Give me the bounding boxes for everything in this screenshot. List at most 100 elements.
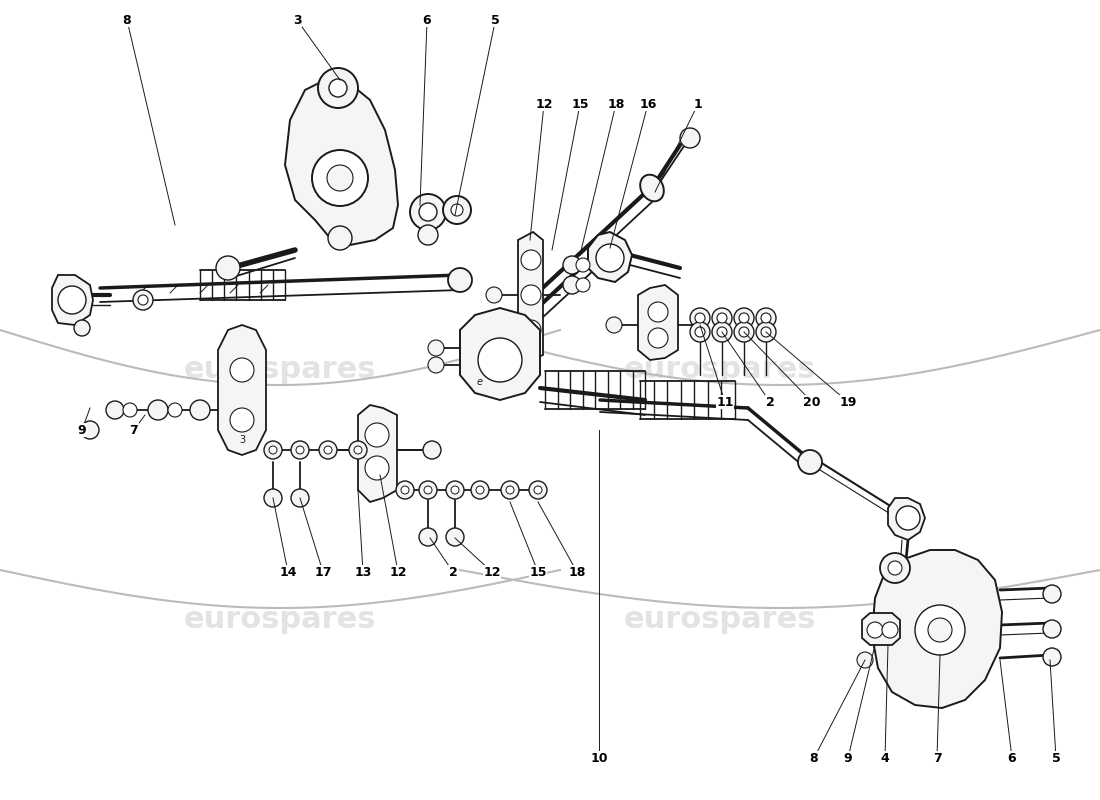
Circle shape (648, 302, 668, 322)
Text: 12: 12 (389, 566, 407, 578)
Circle shape (216, 256, 240, 280)
Circle shape (451, 486, 459, 494)
Circle shape (292, 489, 309, 507)
Text: 18: 18 (607, 98, 625, 110)
Circle shape (928, 618, 952, 642)
Circle shape (880, 553, 910, 583)
Circle shape (443, 196, 471, 224)
Circle shape (717, 327, 727, 337)
Circle shape (328, 226, 352, 250)
Circle shape (424, 441, 441, 459)
Circle shape (521, 250, 541, 270)
Circle shape (576, 278, 590, 292)
Circle shape (168, 403, 182, 417)
Circle shape (324, 446, 332, 454)
Circle shape (596, 244, 624, 272)
Circle shape (419, 203, 437, 221)
Circle shape (563, 276, 581, 294)
Circle shape (354, 446, 362, 454)
Polygon shape (888, 498, 925, 540)
Text: 7: 7 (933, 751, 942, 765)
Circle shape (190, 400, 210, 420)
Text: 7: 7 (130, 423, 139, 437)
Circle shape (396, 481, 414, 499)
Polygon shape (460, 308, 540, 400)
Circle shape (680, 128, 700, 148)
Circle shape (739, 327, 749, 337)
Circle shape (446, 481, 464, 499)
Circle shape (419, 528, 437, 546)
Circle shape (478, 338, 522, 382)
Circle shape (521, 285, 541, 305)
Text: 5: 5 (1052, 751, 1060, 765)
Text: 19: 19 (839, 395, 857, 409)
Circle shape (329, 79, 346, 97)
Circle shape (58, 286, 86, 314)
Text: 9: 9 (844, 751, 852, 765)
Circle shape (349, 441, 367, 459)
Polygon shape (588, 232, 632, 282)
Circle shape (318, 68, 358, 108)
Circle shape (424, 486, 432, 494)
Text: 12: 12 (483, 566, 500, 578)
Circle shape (857, 652, 873, 668)
Circle shape (296, 446, 304, 454)
Text: 6: 6 (1008, 751, 1016, 765)
Circle shape (74, 320, 90, 336)
Text: 11: 11 (716, 395, 734, 409)
Polygon shape (218, 325, 266, 455)
Circle shape (606, 317, 621, 333)
Circle shape (230, 408, 254, 432)
Text: 10: 10 (591, 751, 607, 765)
Circle shape (148, 400, 168, 420)
Text: 20: 20 (803, 395, 821, 409)
Circle shape (867, 622, 883, 638)
Circle shape (915, 605, 965, 655)
Circle shape (882, 622, 898, 638)
Circle shape (695, 313, 705, 323)
Circle shape (648, 328, 668, 348)
Circle shape (428, 357, 444, 373)
Text: 3: 3 (293, 14, 301, 26)
Text: 1: 1 (694, 98, 703, 110)
Text: 5: 5 (491, 14, 499, 26)
Polygon shape (638, 285, 678, 360)
Text: 3: 3 (239, 435, 245, 445)
Text: 2: 2 (449, 566, 458, 578)
Circle shape (534, 486, 542, 494)
Circle shape (428, 340, 444, 356)
Text: 8: 8 (810, 751, 818, 765)
Circle shape (327, 165, 353, 191)
Circle shape (756, 308, 775, 328)
Circle shape (1043, 585, 1062, 603)
Polygon shape (518, 232, 543, 360)
Circle shape (446, 528, 464, 546)
Circle shape (264, 441, 282, 459)
Circle shape (1043, 648, 1062, 666)
Circle shape (476, 486, 484, 494)
Circle shape (695, 327, 705, 337)
Circle shape (486, 287, 502, 303)
Text: eurospares: eurospares (184, 355, 376, 385)
Text: eurospares: eurospares (624, 355, 816, 385)
Circle shape (1043, 620, 1062, 638)
Circle shape (419, 481, 437, 499)
Text: eurospares: eurospares (184, 606, 376, 634)
Circle shape (576, 258, 590, 272)
Circle shape (529, 481, 547, 499)
Text: 8: 8 (123, 14, 131, 26)
Polygon shape (52, 275, 94, 325)
Text: 12: 12 (536, 98, 552, 110)
Circle shape (410, 194, 446, 230)
Circle shape (690, 322, 710, 342)
Circle shape (230, 358, 254, 382)
Circle shape (402, 486, 409, 494)
Text: 15: 15 (571, 98, 588, 110)
Circle shape (81, 421, 99, 439)
Circle shape (896, 506, 920, 530)
Circle shape (123, 403, 138, 417)
Circle shape (734, 322, 754, 342)
Circle shape (319, 441, 337, 459)
Polygon shape (872, 550, 1002, 708)
Circle shape (312, 150, 368, 206)
